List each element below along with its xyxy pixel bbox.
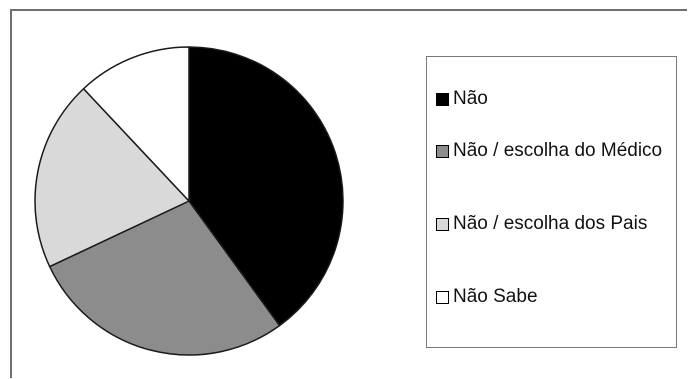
legend-swatch [436,145,449,158]
legend-label: Não [453,88,488,109]
legend-label: Não Sabe [453,286,538,307]
legend-swatch [436,93,449,106]
legend-item-nao-escolha-pais: Não / escolha dos Pais [436,210,668,238]
pie-slice-2 [34,87,190,268]
pie-slice-0 [188,46,344,327]
legend-item-nao: Não [436,85,668,113]
legend-item-nao-sabe: Não Sabe [436,283,668,311]
legend-label: Não / escolha do Médico [453,140,663,161]
chart-frame [10,9,687,378]
pie-slice-1 [48,200,281,356]
legend-label: Não / escolha dos Pais [453,213,648,234]
legend-swatch [436,218,449,231]
chart-legend: Não Não / escolha do Médico Não / escolh… [426,56,677,348]
pie-slice-3 [82,46,190,202]
legend-item-nao-escolha-medico: Não / escolha do Médico [436,137,668,165]
legend-swatch [436,291,449,304]
